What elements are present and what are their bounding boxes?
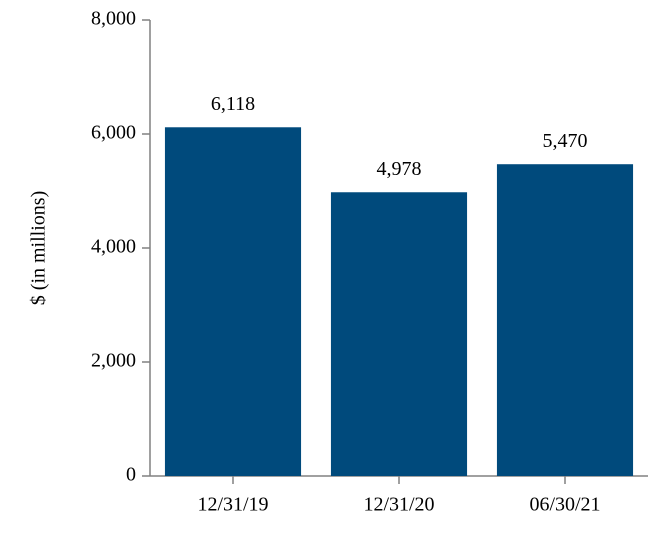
bar (330, 192, 468, 476)
x-tick-label: 06/30/21 (529, 494, 600, 516)
value-label: 4,978 (377, 158, 422, 180)
bar (164, 127, 302, 477)
y-tick-label: 2,000 (91, 350, 136, 372)
x-tick-label: 12/31/19 (197, 494, 268, 516)
x-tick-label: 12/31/20 (363, 494, 434, 516)
bar (496, 164, 634, 476)
value-label: 6,118 (211, 93, 255, 115)
value-label: 5,470 (543, 130, 588, 152)
y-tick-label: 8,000 (91, 8, 136, 30)
y-tick-label: 4,000 (91, 236, 136, 258)
y-tick-label: 0 (126, 464, 136, 486)
y-axis-label: $ (in millions) (28, 191, 50, 305)
y-tick-label: 6,000 (91, 122, 136, 144)
